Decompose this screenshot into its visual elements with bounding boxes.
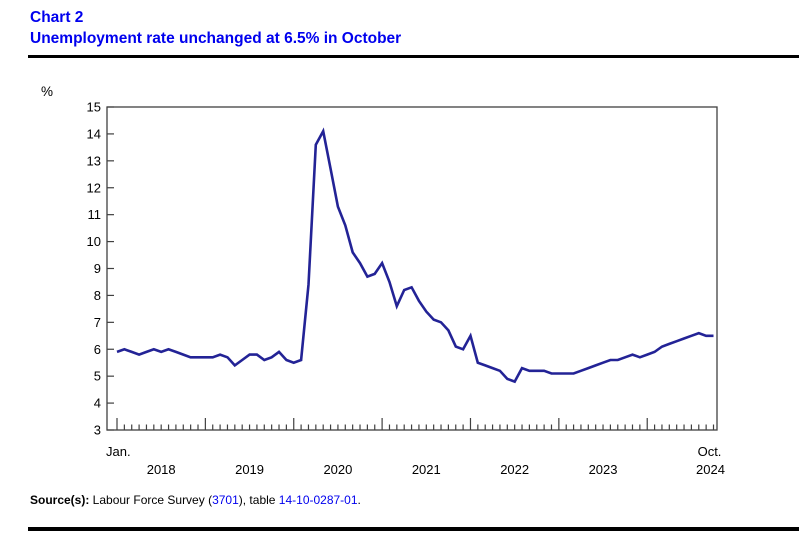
- title-divider-rule: [28, 55, 799, 58]
- x-axis-ticks: [116, 418, 715, 430]
- bottom-rule: [28, 527, 799, 531]
- svg-text:2020: 2020: [323, 462, 352, 477]
- chart-number: Chart 2: [30, 9, 84, 26]
- svg-text:2022: 2022: [500, 462, 529, 477]
- unemployment-rate-series-line: [116, 127, 714, 384]
- svg-text:8: 8: [94, 288, 101, 303]
- svg-text:2024: 2024: [696, 462, 725, 477]
- svg-text:10: 10: [87, 234, 101, 249]
- source-survey-link[interactable]: 3701: [212, 493, 239, 507]
- svg-text:11: 11: [88, 207, 102, 222]
- svg-text:Oct.: Oct.: [698, 444, 722, 459]
- svg-text:2021: 2021: [412, 462, 441, 477]
- svg-text:15: 15: [87, 100, 101, 115]
- svg-text:7: 7: [94, 315, 101, 330]
- svg-text:Jan.: Jan.: [106, 444, 131, 459]
- svg-text:2018: 2018: [147, 462, 176, 477]
- x-axis-year-labels: 2018 2019 2020 2021 2022 2023 2024: [147, 462, 725, 477]
- svg-text:14: 14: [87, 126, 101, 141]
- svg-text:12: 12: [87, 180, 101, 195]
- svg-text:9: 9: [94, 261, 101, 276]
- svg-text:2019: 2019: [235, 462, 264, 477]
- source-table-link[interactable]: 14-10-0287-01: [278, 493, 358, 507]
- y-axis-ticks: 3 4 5 6 7 8 9 10 11 12 13 14 15: [87, 100, 114, 438]
- svg-text:6: 6: [94, 342, 101, 357]
- svg-text:3: 3: [94, 423, 101, 438]
- svg-text:2023: 2023: [589, 462, 618, 477]
- chart-title-block: Chart 2 Unemployment rate unchanged at 6…: [30, 7, 401, 49]
- svg-text:4: 4: [94, 396, 101, 411]
- plot-border: [106, 106, 718, 431]
- chart-title: Unemployment rate unchanged at 6.5% in O…: [30, 30, 402, 47]
- source-label: Source(s):: [30, 493, 90, 507]
- y-axis-unit-label: %: [41, 84, 54, 99]
- svg-text:5: 5: [94, 369, 101, 384]
- source-text-3: .: [357, 493, 361, 507]
- source-line: Source(s): Labour Force Survey (3701), t…: [30, 493, 361, 507]
- svg-text:13: 13: [87, 153, 101, 168]
- source-text-1: Labour Force Survey (: [89, 493, 213, 507]
- x-axis-endpoint-labels: Jan. Oct.: [106, 444, 721, 459]
- source-text-2: ), table: [238, 493, 279, 507]
